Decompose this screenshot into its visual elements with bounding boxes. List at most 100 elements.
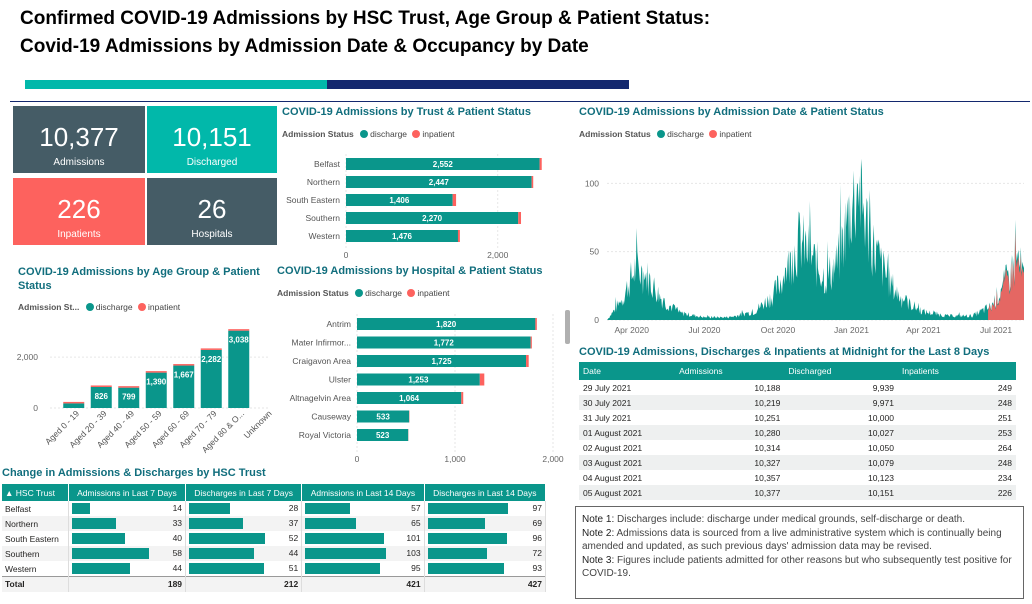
- bar-discharge[interactable]: [346, 230, 458, 242]
- hsc-col-header[interactable]: Discharges in Last 14 Days: [424, 484, 547, 501]
- kpi-inpatients[interactable]: 226 Inpatients: [13, 178, 145, 245]
- discharge-dot-icon: [657, 130, 666, 138]
- bar-discharge[interactable]: [357, 336, 531, 349]
- occupancy-col-header[interactable]: Admissions: [675, 362, 785, 380]
- cell-bar: [189, 533, 266, 544]
- timeseries-area-chart[interactable]: 0 50 100 Apr 2020 Jul 2020 Oct 2020 Jan 2021 Ap…: [579, 148, 1029, 338]
- total-cell: Total: [2, 576, 69, 592]
- kpi-discharged-label: Discharged: [186, 157, 238, 168]
- hsc-col-header[interactable]: Discharges in Last 7 Days: [185, 484, 303, 501]
- table-cell: 10,027: [784, 425, 898, 440]
- bar-discharge[interactable]: [346, 212, 519, 224]
- bar-discharge[interactable]: [200, 349, 222, 408]
- cell-value: 44: [172, 563, 183, 573]
- bar-discharge[interactable]: [173, 365, 195, 408]
- bar-inpatient[interactable]: [118, 386, 140, 388]
- bar-discharge[interactable]: [357, 392, 462, 404]
- note-3: Note 3: Figures include patients admitte…: [582, 554, 1017, 581]
- bar-inpatient[interactable]: [530, 336, 532, 349]
- occupancy-col-header[interactable]: Date: [579, 362, 676, 380]
- legend-label: Admission Status: [277, 288, 349, 298]
- cell-bar: [305, 503, 350, 514]
- bar-inpatient[interactable]: [539, 158, 542, 170]
- table-cell: 10,377: [675, 485, 785, 500]
- area-discharge[interactable]: [607, 158, 1024, 320]
- bar-inpatient[interactable]: [531, 176, 534, 188]
- bar-inpatient[interactable]: [461, 392, 464, 404]
- x-tick-label: 1,000: [444, 454, 466, 464]
- bar-inpatient[interactable]: [452, 194, 457, 206]
- table-cell: 14: [68, 501, 187, 516]
- bar-inpatient[interactable]: [479, 373, 485, 386]
- bar-discharge[interactable]: [145, 372, 167, 408]
- table-row: 29 July 2021 10,188 9,939 249: [579, 380, 1016, 395]
- bar-inpatient[interactable]: [526, 355, 529, 367]
- table-cell: Western: [2, 561, 69, 577]
- hsc-col-header[interactable]: Admissions in Last 14 Days: [301, 484, 425, 501]
- legend-discharge[interactable]: discharge: [667, 129, 705, 139]
- legend-inpatient[interactable]: inpatient: [148, 302, 181, 312]
- bar-inpatient[interactable]: [200, 348, 222, 350]
- legend-discharge[interactable]: discharge: [95, 302, 133, 312]
- cell-value: 37: [288, 518, 299, 528]
- total-cell: 421: [301, 576, 425, 592]
- bar-discharge[interactable]: [357, 355, 527, 367]
- occupancy-col-header[interactable]: Inpatients: [897, 362, 1016, 380]
- table-cell: 04 August 2021: [583, 472, 643, 483]
- bar-inpatient[interactable]: [173, 364, 195, 366]
- table-cell: 103: [301, 546, 425, 561]
- y-tick-label: 0: [33, 403, 38, 413]
- trust-bar-chart[interactable]: 0 2,000 Belfast 2,552 Northern 2,447 South Eas…: [282, 150, 566, 266]
- bar-discharge[interactable]: [346, 194, 453, 206]
- kpi-discharged[interactable]: 10,151 Discharged: [147, 106, 277, 173]
- bar-discharge[interactable]: [228, 330, 250, 408]
- legend-discharge[interactable]: discharge: [370, 129, 408, 139]
- legend-inpatient[interactable]: inpatient: [719, 129, 752, 139]
- bar-discharge[interactable]: [118, 387, 140, 408]
- bar-discharge[interactable]: [63, 403, 85, 408]
- cell-value: 69: [532, 518, 542, 528]
- bar-inpatient[interactable]: [457, 230, 460, 242]
- table-cell: Northern: [2, 516, 69, 531]
- bar-discharge[interactable]: [346, 176, 532, 188]
- bar-data-label: 2,447: [429, 178, 450, 187]
- bar-inpatient[interactable]: [145, 371, 167, 373]
- legend-inpatient[interactable]: inpatient: [422, 129, 455, 139]
- bar-data-label: 1,406: [389, 196, 410, 205]
- kpi-hospitals[interactable]: 26 Hospitals: [147, 178, 277, 245]
- bar-inpatient[interactable]: [518, 212, 522, 224]
- table-cell: 9,939: [872, 382, 894, 393]
- table-cell: 30 July 2021: [579, 395, 676, 410]
- cell-value: 33: [172, 518, 183, 528]
- cell-value: 96: [532, 533, 542, 543]
- table-cell: 10,000: [867, 412, 894, 423]
- bar-inpatient[interactable]: [90, 385, 112, 387]
- table-cell: 58: [68, 546, 187, 561]
- note-1: Note 1: Discharges include: discharge un…: [582, 513, 1017, 527]
- bar-inpatient[interactable]: [535, 318, 537, 330]
- cell-bar: [189, 518, 244, 529]
- hospital-bar-chart[interactable]: 0 1,000 2,000 Antrim 1,820 Mater Infirmor... 1…: [277, 308, 573, 466]
- legend-discharge[interactable]: discharge: [365, 288, 403, 298]
- legend-inpatient[interactable]: inpatient: [417, 288, 450, 298]
- cell-value: 97: [532, 503, 542, 513]
- cell-bar: [427, 533, 507, 544]
- bar-discharge[interactable]: [357, 429, 409, 441]
- table-row: 31 July 2021 10,251 10,000 251: [579, 410, 1016, 425]
- hospital-chart-scrollbar[interactable]: [565, 310, 570, 344]
- hsc-col-header[interactable]: ▲ HSC Trust: [2, 484, 69, 501]
- bar-discharge[interactable]: [346, 158, 540, 170]
- bar-discharge[interactable]: [357, 410, 410, 423]
- occupancy-col-header[interactable]: Discharged: [784, 362, 898, 380]
- table-row: 03 August 2021 10,327 10,079 248: [579, 455, 1016, 470]
- bar-discharge[interactable]: [90, 386, 112, 408]
- hsc-col-header[interactable]: Admissions in Last 7 Days: [68, 484, 187, 501]
- area-inpatient[interactable]: [988, 229, 1024, 320]
- bar-inpatient[interactable]: [63, 401, 85, 404]
- table-row: 05 August 2021 10,377 10,151 226: [579, 485, 1016, 500]
- bar-discharge[interactable]: [357, 373, 480, 386]
- bar-discharge[interactable]: [357, 318, 536, 330]
- kpi-admissions[interactable]: 10,377 Admissions: [13, 106, 145, 173]
- bar-inpatient[interactable]: [228, 329, 250, 331]
